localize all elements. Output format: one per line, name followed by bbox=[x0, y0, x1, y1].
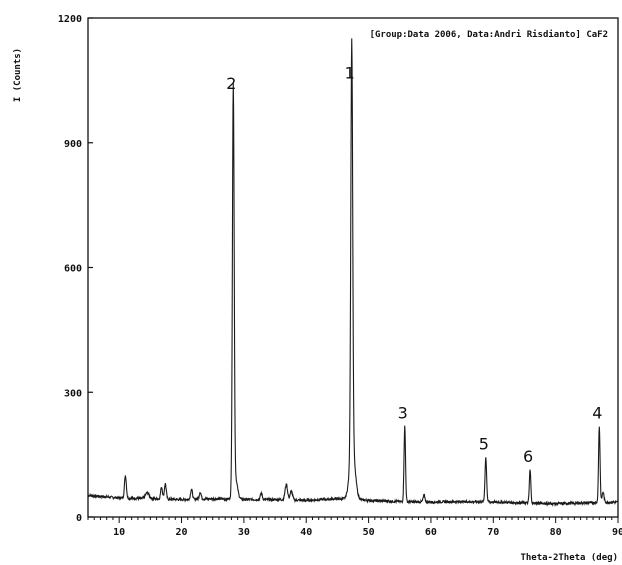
y-tick-label-300: 300 bbox=[64, 388, 82, 399]
y-tick-label-0: 0 bbox=[76, 513, 82, 524]
x-tick-label-40: 40 bbox=[300, 527, 312, 538]
x-axis-label: Theta-2Theta (deg) bbox=[520, 553, 618, 563]
y-axis-label: I (Counts) bbox=[13, 48, 23, 102]
peak-label-5: 5 bbox=[479, 435, 489, 454]
x-tick-label-80: 80 bbox=[550, 527, 562, 538]
peak-annotations: 1 2 3 4 5 6 bbox=[226, 64, 602, 466]
chart-header: [Group:Data 2006, Data:Andri Risdianto] … bbox=[370, 29, 608, 40]
y-tick-label-1200: 1200 bbox=[58, 14, 82, 25]
y-tick-label-900: 900 bbox=[64, 139, 82, 150]
x-tick-label-50: 50 bbox=[363, 527, 375, 538]
plot-frame bbox=[87, 17, 619, 518]
peak-label-2: 2 bbox=[226, 74, 236, 93]
x-tick-label-20: 20 bbox=[176, 527, 188, 538]
peak-label-1: 1 bbox=[345, 64, 355, 83]
peak-label-6: 6 bbox=[523, 447, 533, 466]
x-tick-label-10: 10 bbox=[113, 527, 125, 538]
x-tick-label-70: 70 bbox=[487, 527, 499, 538]
peak-label-3: 3 bbox=[398, 403, 408, 422]
diffraction-series-line bbox=[87, 38, 618, 507]
peak-label-4: 4 bbox=[592, 403, 602, 422]
x-axis-ticks: 10 20 30 40 50 60 70 80 90 bbox=[87, 517, 622, 538]
x-tick-label-90: 90 bbox=[612, 527, 622, 538]
x-tick-label-30: 30 bbox=[238, 527, 250, 538]
x-tick-label-60: 60 bbox=[425, 527, 437, 538]
y-tick-label-600: 600 bbox=[64, 264, 82, 275]
